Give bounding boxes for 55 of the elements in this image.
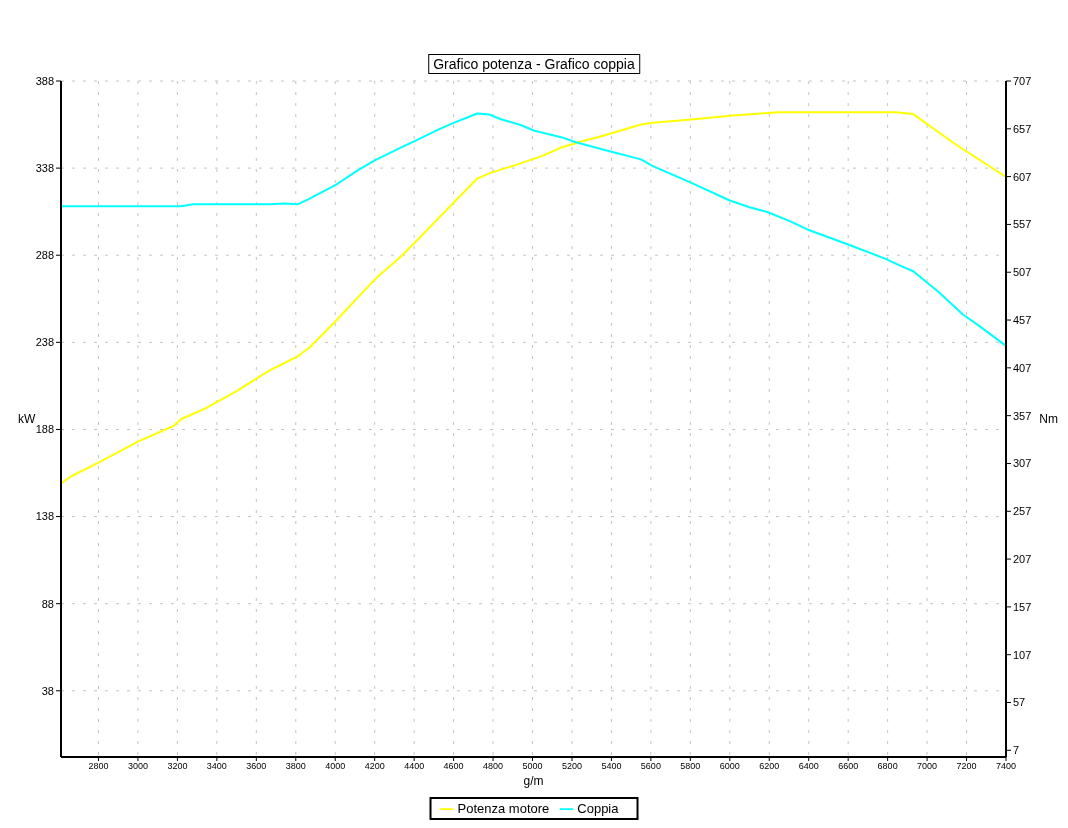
- y2-tick-label: 407: [1013, 361, 1032, 374]
- y2-tick-label: 307: [1013, 457, 1032, 470]
- y-tick-label: 288: [35, 249, 54, 262]
- y-tick-label: 38: [41, 684, 54, 697]
- y2-axis-title: Nm: [1039, 412, 1058, 427]
- x-tick-label: 6400: [798, 761, 819, 772]
- x-tick-label: 5600: [640, 761, 661, 772]
- x-axis-title: g/m: [523, 774, 544, 788]
- x-tick-label: 4800: [483, 761, 504, 772]
- x-tick-label: 5200: [561, 761, 582, 772]
- y2-tick-label: 657: [1013, 122, 1032, 135]
- x-tick-label: 6200: [759, 761, 780, 772]
- y2-tick-label: 607: [1013, 170, 1032, 183]
- x-tick-label: 3000: [127, 761, 148, 772]
- x-tick-label: 7000: [917, 761, 938, 772]
- x-tick-label: 3600: [246, 761, 267, 772]
- line-series: [61, 112, 1006, 347]
- x-tick-label: 7200: [956, 761, 977, 772]
- y2-tick-label: 357: [1013, 409, 1032, 422]
- x-tick-label: 4600: [443, 761, 464, 772]
- y-tick-label: 88: [41, 597, 54, 610]
- y-tick-label: 238: [35, 336, 54, 349]
- x-tick-label: 5800: [680, 761, 701, 772]
- y-tick-label: 338: [35, 162, 54, 175]
- x-tick-label: 2800: [88, 761, 109, 772]
- legend-label: Potenza motore: [457, 801, 550, 816]
- x-tick-label: 6600: [838, 761, 859, 772]
- y2-tick-label: 257: [1013, 505, 1032, 518]
- x-tick-label: 4000: [325, 761, 346, 772]
- y2-tick-label: 157: [1013, 600, 1032, 613]
- x-tick-label: 3200: [167, 761, 188, 772]
- x-tick-label: 4400: [404, 761, 425, 772]
- x-tick-label: 3400: [206, 761, 227, 772]
- line-series: [61, 111, 1006, 485]
- x-tick-label: 3800: [285, 761, 306, 772]
- y-axis-title: kW: [18, 412, 36, 427]
- x-tick-label: 6800: [877, 761, 898, 772]
- y2-tick-label: 57: [1013, 696, 1026, 709]
- y2-tick-label: 557: [1013, 218, 1032, 231]
- x-tick-label: 4200: [364, 761, 385, 772]
- y-tick-label: 188: [35, 423, 54, 436]
- x-tick-label: 5000: [522, 761, 543, 772]
- y2-tick-label: 707: [1013, 74, 1032, 87]
- y2-tick-label: 507: [1013, 266, 1032, 279]
- y2-tick-label: 107: [1013, 648, 1032, 661]
- y-tick-label: 388: [35, 74, 54, 87]
- y2-tick-label: 457: [1013, 313, 1032, 326]
- x-tick-label: 6000: [719, 761, 740, 772]
- chart-title: Grafico potenza - Grafico coppia: [428, 54, 640, 74]
- y2-tick-label: 207: [1013, 552, 1032, 565]
- x-tick-label: 7400: [995, 761, 1017, 772]
- y-tick-label: 138: [35, 510, 54, 523]
- x-tick-label: 5400: [601, 761, 622, 772]
- legend-label: Coppia: [577, 801, 619, 816]
- y2-tick-label: 7: [1013, 744, 1020, 757]
